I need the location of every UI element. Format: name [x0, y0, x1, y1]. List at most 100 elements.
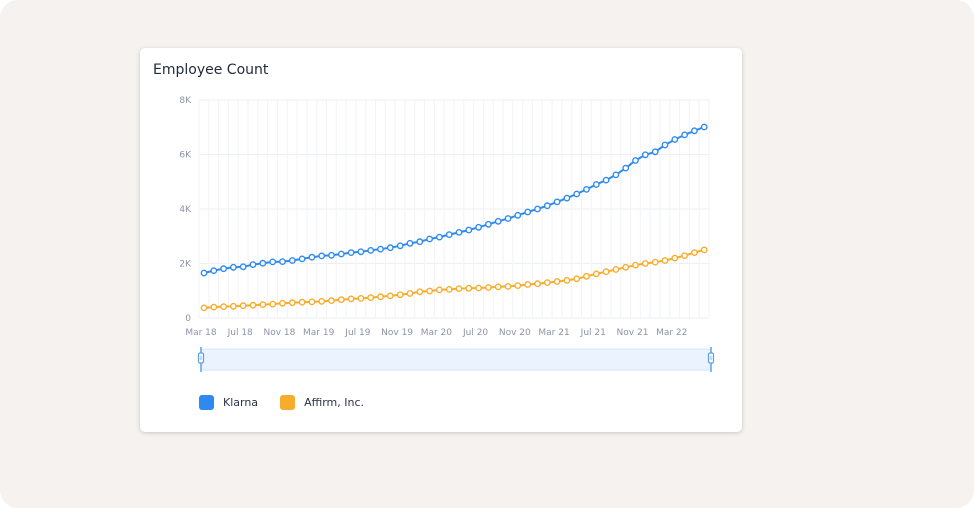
data-point[interactable] — [416, 238, 424, 246]
data-point[interactable] — [220, 303, 228, 311]
data-point[interactable] — [632, 157, 639, 164]
data-point[interactable] — [259, 259, 267, 267]
data-point[interactable] — [377, 293, 384, 301]
data-point[interactable] — [691, 249, 698, 257]
data-point[interactable] — [681, 252, 688, 260]
data-point[interactable] — [612, 171, 620, 179]
data-point[interactable] — [318, 252, 326, 260]
data-point[interactable] — [357, 294, 365, 302]
data-point[interactable] — [641, 151, 649, 159]
data-point[interactable] — [239, 263, 247, 271]
data-point[interactable] — [602, 268, 610, 276]
data-point[interactable] — [514, 211, 522, 219]
data-point[interactable] — [386, 292, 394, 300]
data-point[interactable] — [612, 266, 620, 273]
data-point[interactable] — [347, 295, 355, 303]
data-point[interactable] — [602, 176, 610, 184]
data-point[interactable] — [592, 270, 600, 278]
data-point[interactable] — [426, 287, 433, 295]
data-point[interactable] — [661, 257, 669, 264]
data-point[interactable] — [465, 226, 473, 234]
data-point[interactable] — [249, 301, 257, 309]
range-slider-track[interactable] — [200, 348, 712, 371]
data-point[interactable] — [484, 284, 492, 291]
data-point[interactable] — [259, 301, 267, 309]
data-point[interactable] — [416, 288, 424, 296]
data-point[interactable] — [288, 299, 296, 307]
data-point[interactable] — [298, 255, 306, 263]
data-point[interactable] — [524, 208, 532, 216]
data-point[interactable] — [249, 261, 257, 269]
data-point[interactable] — [328, 297, 335, 305]
data-point[interactable] — [534, 280, 541, 288]
data-point[interactable] — [269, 300, 277, 308]
data-point[interactable] — [494, 217, 502, 225]
data-point[interactable] — [543, 279, 551, 287]
data-point[interactable] — [465, 284, 473, 292]
data-point[interactable] — [553, 198, 561, 206]
range-slider[interactable] — [197, 347, 715, 372]
data-point[interactable] — [583, 185, 590, 193]
data-point[interactable] — [328, 251, 335, 259]
data-point[interactable] — [534, 205, 541, 213]
data-point[interactable] — [475, 223, 482, 231]
data-point[interactable] — [269, 258, 277, 266]
data-point[interactable] — [543, 202, 551, 210]
data-point[interactable] — [200, 269, 208, 277]
data-point[interactable] — [641, 260, 649, 267]
data-point[interactable] — [622, 164, 630, 172]
data-point[interactable] — [563, 194, 571, 202]
data-point[interactable] — [367, 294, 375, 302]
data-point[interactable] — [210, 267, 218, 275]
data-point[interactable] — [347, 249, 355, 257]
data-point[interactable] — [435, 233, 443, 241]
data-point[interactable] — [337, 250, 345, 258]
data-point[interactable] — [700, 246, 708, 254]
range-slider-left-handle[interactable] — [197, 347, 205, 372]
data-point[interactable] — [504, 215, 512, 222]
data-point[interactable] — [671, 254, 679, 262]
data-point[interactable] — [386, 244, 394, 252]
data-point[interactable] — [455, 228, 463, 236]
data-point[interactable] — [308, 298, 316, 306]
legend-item-klarna[interactable]: Klarna — [199, 395, 258, 410]
data-point[interactable] — [583, 272, 590, 280]
data-point[interactable] — [367, 246, 375, 254]
data-point[interactable] — [700, 123, 708, 131]
data-point[interactable] — [279, 299, 286, 307]
data-point[interactable] — [651, 148, 659, 156]
data-point[interactable] — [484, 220, 492, 228]
data-point[interactable] — [337, 296, 345, 304]
data-point[interactable] — [435, 286, 443, 294]
data-point[interactable] — [661, 141, 669, 149]
data-point[interactable] — [298, 298, 306, 306]
data-point[interactable] — [494, 283, 502, 291]
data-point[interactable] — [279, 258, 286, 266]
data-point[interactable] — [563, 276, 571, 284]
data-point[interactable] — [230, 263, 237, 271]
data-point[interactable] — [573, 190, 581, 198]
data-point[interactable] — [622, 263, 630, 271]
data-point[interactable] — [230, 302, 237, 310]
data-point[interactable] — [377, 245, 384, 253]
range-slider-right-handle[interactable] — [707, 347, 715, 372]
data-point[interactable] — [210, 303, 218, 311]
data-point[interactable] — [573, 275, 581, 283]
data-point[interactable] — [504, 282, 512, 290]
data-point[interactable] — [288, 257, 296, 264]
data-point[interactable] — [455, 285, 463, 293]
data-point[interactable] — [524, 281, 532, 288]
data-point[interactable] — [396, 242, 404, 250]
data-point[interactable] — [671, 136, 679, 143]
data-point[interactable] — [406, 290, 414, 297]
data-point[interactable] — [426, 235, 433, 243]
data-point[interactable] — [681, 131, 688, 139]
data-point[interactable] — [514, 282, 522, 290]
data-point[interactable] — [691, 127, 698, 135]
data-point[interactable] — [475, 284, 482, 292]
data-point[interactable] — [553, 278, 561, 285]
data-point[interactable] — [396, 291, 404, 299]
data-point[interactable] — [592, 181, 600, 188]
data-point[interactable] — [651, 258, 659, 266]
data-point[interactable] — [445, 231, 453, 239]
